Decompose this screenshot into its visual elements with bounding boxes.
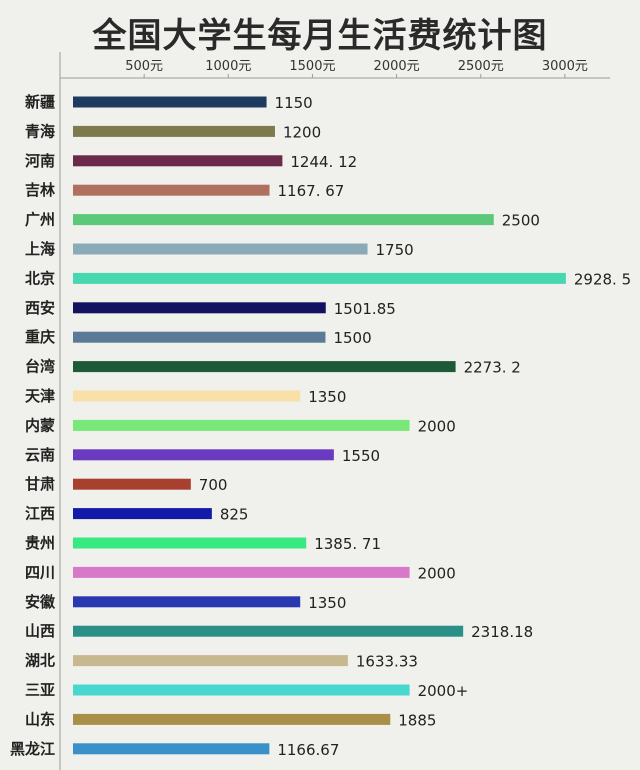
category-label: 台湾 <box>25 358 55 376</box>
data-label: 1500 <box>333 329 371 347</box>
bar <box>73 537 307 549</box>
category-label: 广州 <box>25 211 55 229</box>
data-label: 1633.33 <box>356 653 418 671</box>
category-label: 上海 <box>25 240 55 258</box>
category-label: 黑龙江 <box>10 740 55 758</box>
category-label: 贵州 <box>25 534 55 552</box>
bar <box>73 596 301 608</box>
data-label: 2000 <box>418 417 456 435</box>
data-label: 700 <box>199 476 228 494</box>
category-label: 甘肃 <box>25 475 55 493</box>
x-tick-label: 500元 <box>125 59 163 74</box>
bar <box>73 272 566 284</box>
data-label: 2273. 2 <box>464 359 521 377</box>
data-label: 1885 <box>398 711 436 729</box>
category-label: 内蒙 <box>25 416 55 434</box>
category-label: 云南 <box>25 446 55 464</box>
data-label: 1167. 67 <box>278 182 345 200</box>
bar <box>73 96 267 108</box>
bar <box>73 655 348 667</box>
x-tick-label: 1500元 <box>289 59 335 74</box>
bar <box>73 508 212 520</box>
data-label: 1350 <box>308 388 346 406</box>
bar <box>73 302 326 314</box>
data-label: 1501.85 <box>334 300 396 318</box>
bar <box>73 478 191 490</box>
x-tick-label: 2000元 <box>374 59 420 74</box>
data-label: 2000 <box>418 564 456 582</box>
category-label: 湖北 <box>25 652 55 670</box>
category-label: 江西 <box>25 505 55 523</box>
bar <box>73 684 410 696</box>
category-label: 四川 <box>25 563 55 581</box>
category-label: 新疆 <box>25 93 55 111</box>
bar <box>73 243 368 255</box>
bar <box>73 713 391 725</box>
bar <box>73 625 464 637</box>
bar <box>73 566 410 578</box>
category-label: 三亚 <box>25 681 55 699</box>
bar <box>73 184 270 196</box>
data-label: 2500 <box>502 212 540 230</box>
category-label: 山西 <box>25 622 55 640</box>
bar <box>73 390 301 402</box>
data-label: 2928. 5 <box>574 270 631 288</box>
data-label: 1200 <box>283 123 321 141</box>
data-label: 2000+ <box>418 682 469 700</box>
bar <box>73 419 410 431</box>
data-label: 1350 <box>308 594 346 612</box>
data-label: 1550 <box>342 447 380 465</box>
data-label: 1385. 71 <box>314 535 381 553</box>
bar <box>73 331 326 343</box>
bar <box>73 449 334 461</box>
bar <box>73 361 456 373</box>
category-label: 河南 <box>25 152 55 170</box>
category-label: 吉林 <box>25 181 56 199</box>
data-label: 1750 <box>376 241 414 259</box>
category-label: 山东 <box>25 710 55 728</box>
data-label: 2318.18 <box>471 623 533 641</box>
category-label: 安徽 <box>25 593 56 611</box>
bar <box>73 125 275 137</box>
bar <box>73 743 270 755</box>
category-label: 天津 <box>25 387 55 405</box>
category-label: 西安 <box>25 299 55 317</box>
data-label: 1244. 12 <box>290 153 357 171</box>
data-label: 1166.67 <box>277 741 339 759</box>
bar <box>73 214 494 226</box>
x-tick-label: 3000元 <box>542 59 588 74</box>
data-label: 825 <box>220 506 249 524</box>
x-tick-label: 2500元 <box>458 59 504 74</box>
data-label: 1150 <box>275 94 313 112</box>
category-label: 青海 <box>25 122 55 140</box>
bar <box>73 155 283 167</box>
category-label: 重庆 <box>25 328 55 346</box>
category-label: 北京 <box>25 269 55 287</box>
chart-title: 全国大学生每月生活费统计图 <box>92 16 548 56</box>
x-tick-label: 1000元 <box>205 59 251 74</box>
